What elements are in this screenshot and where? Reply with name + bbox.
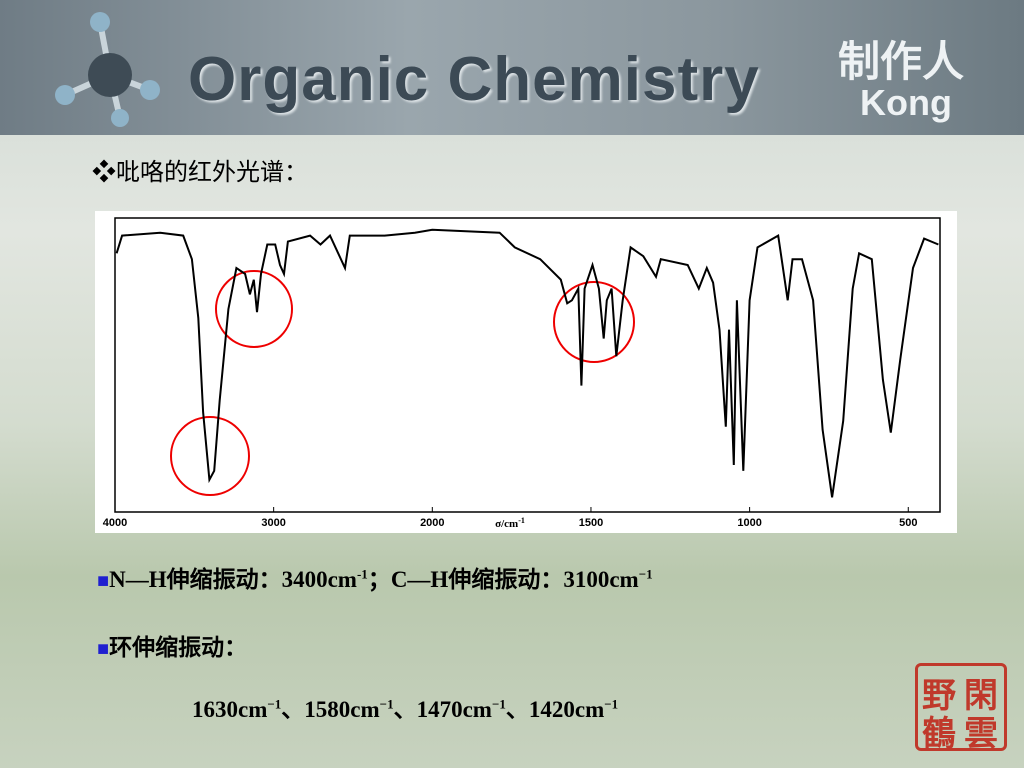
x-axis-label-text: σ/cm: [495, 518, 518, 530]
marker: ■: [97, 570, 110, 592]
bullet: ■N—H伸缩振动：3400cm-1；C—H伸缩振动：3100cm−1: [97, 560, 653, 594]
x-tick-label: 3000: [261, 517, 285, 529]
annotation-circle: [215, 270, 293, 348]
title: Organic Chemistry: [188, 45, 760, 114]
superscript: -1: [356, 566, 368, 582]
seal-char: 閑: [964, 678, 998, 715]
x-tick-label: 1000: [737, 517, 761, 529]
superscript: −1: [379, 696, 394, 712]
seal: 閑 雲 野 鶴: [915, 663, 1007, 753]
text-run: 1630cm: [192, 697, 268, 722]
text-run: 、1580cm: [281, 697, 380, 722]
text-run: 环伸缩振动：: [109, 635, 248, 660]
bullet-line: 1630cm−1、1580cm−1、1470cm−1、1420cm−1: [192, 690, 618, 724]
superscript: −1: [267, 696, 282, 712]
marker: ■: [97, 638, 110, 660]
superscript: −1: [638, 566, 653, 582]
banner: Organic Chemistry 制作人 Kong: [0, 0, 1024, 135]
heading-text: 吡咯的红外光谱：: [116, 160, 308, 186]
plot-frame: [114, 217, 941, 513]
x-tick-label: 2000: [420, 517, 444, 529]
marker: ❖: [92, 160, 116, 186]
x-tick-label: 500: [899, 517, 917, 529]
spectrum-line: [115, 228, 939, 498]
text-run: 、1470cm: [393, 697, 492, 722]
spectrum-chart: 4000 3000 2000 1500 1000 500 σ/cm-1: [95, 211, 957, 533]
x-axis-label-sup: -1: [518, 516, 525, 525]
x-axis-label: σ/cm-1: [495, 516, 525, 530]
bullet-text: 1630cm−1、1580cm−1、1470cm−1、1420cm−1: [192, 696, 619, 722]
annotation-circle: [553, 281, 635, 363]
text-run: 、1420cm: [505, 697, 605, 722]
molecule-icon: [55, 12, 160, 127]
heading: ❖吡咯的红外光谱：: [92, 152, 308, 187]
superscript: −1: [491, 696, 506, 712]
bullet: ■环伸缩振动：: [97, 628, 247, 662]
author-label: 制作人: [838, 37, 965, 86]
annotation-circle: [170, 416, 250, 496]
x-tick-label: 4000: [103, 517, 127, 529]
seal-char: 雲: [964, 716, 998, 753]
author: Kong: [860, 82, 952, 123]
bullet-text: N—H伸缩振动：3400cm-1；C—H伸缩振动：3100cm−1: [109, 566, 653, 592]
seal-char: 野: [922, 678, 956, 715]
text-run: N—H伸缩振动：3400cm: [109, 567, 357, 592]
superscript: −1: [604, 696, 619, 712]
text-run: ；C—H伸缩振动：3100cm: [367, 567, 639, 592]
x-tick-label: 1500: [579, 517, 603, 529]
bullet-text: 环伸缩振动：: [109, 635, 247, 660]
seal-char: 鶴: [922, 716, 956, 753]
